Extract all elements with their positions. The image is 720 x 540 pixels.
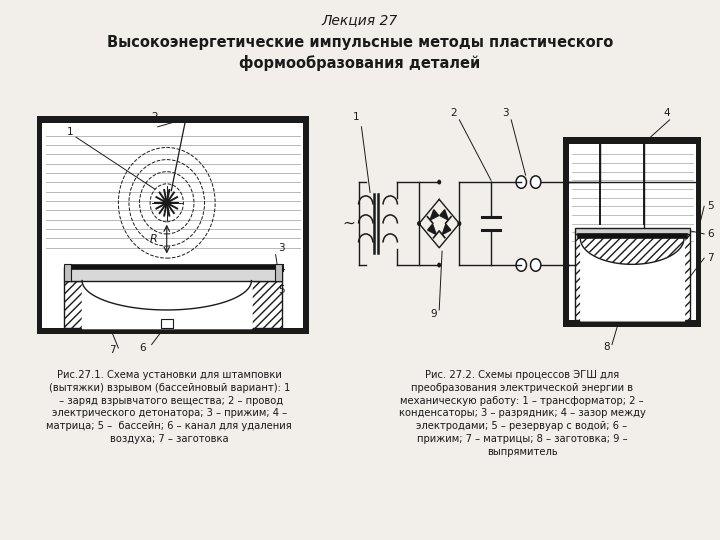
Text: 1: 1	[352, 112, 359, 122]
Circle shape	[437, 262, 441, 267]
Text: 6: 6	[707, 229, 714, 239]
Text: 9: 9	[430, 309, 437, 319]
Bar	[37, 117, 42, 334]
Bar	[575, 228, 690, 234]
Bar	[563, 320, 701, 327]
Circle shape	[437, 180, 441, 185]
Polygon shape	[430, 210, 438, 220]
Text: 8: 8	[603, 342, 610, 352]
Text: 1: 1	[67, 127, 73, 138]
Circle shape	[417, 221, 421, 226]
Bar	[569, 144, 696, 320]
Text: 6: 6	[140, 343, 146, 354]
Text: 4: 4	[279, 264, 285, 274]
Bar	[275, 264, 282, 281]
Bar	[303, 117, 309, 334]
Polygon shape	[442, 224, 451, 234]
Bar	[563, 137, 569, 327]
Polygon shape	[440, 210, 449, 220]
Bar	[37, 328, 309, 334]
Bar	[64, 267, 282, 281]
Text: Лекция 27: Лекция 27	[322, 14, 398, 28]
Text: 3: 3	[279, 243, 285, 253]
Text: R: R	[150, 234, 158, 244]
Text: 2: 2	[450, 109, 457, 118]
Circle shape	[163, 199, 171, 207]
Text: 4: 4	[663, 109, 670, 118]
Polygon shape	[428, 224, 436, 234]
Bar	[563, 137, 701, 144]
Text: 2: 2	[152, 112, 158, 122]
Text: 3: 3	[502, 109, 509, 118]
Circle shape	[457, 221, 462, 226]
Bar	[161, 319, 173, 328]
Bar	[696, 137, 701, 327]
Text: 5: 5	[707, 201, 714, 211]
Bar	[37, 117, 309, 123]
Text: ~: ~	[342, 216, 355, 231]
Text: Рис.27.1. Схема установки для штамповки
(вытяжки) взрывом (бассейновый вариант):: Рис.27.1. Схема установки для штамповки …	[46, 370, 292, 444]
Text: 5: 5	[279, 285, 285, 295]
Text: Рис. 27.2. Схемы процессов ЭГШ для
преобразования электрической энергии в
механи: Рис. 27.2. Схемы процессов ЭГШ для преоб…	[399, 370, 645, 457]
Circle shape	[531, 259, 541, 271]
Circle shape	[531, 176, 541, 188]
Bar	[64, 264, 71, 281]
Bar	[64, 281, 282, 328]
Circle shape	[516, 259, 526, 271]
Bar	[575, 234, 690, 320]
Text: 7: 7	[707, 253, 714, 263]
Bar	[71, 264, 275, 269]
Circle shape	[516, 176, 526, 188]
Text: Высокоэнергетические импульсные методы пластического
формообразования деталей: Высокоэнергетические импульсные методы п…	[107, 35, 613, 71]
Bar	[42, 123, 303, 328]
Bar	[577, 233, 687, 239]
Text: 7: 7	[109, 345, 116, 355]
